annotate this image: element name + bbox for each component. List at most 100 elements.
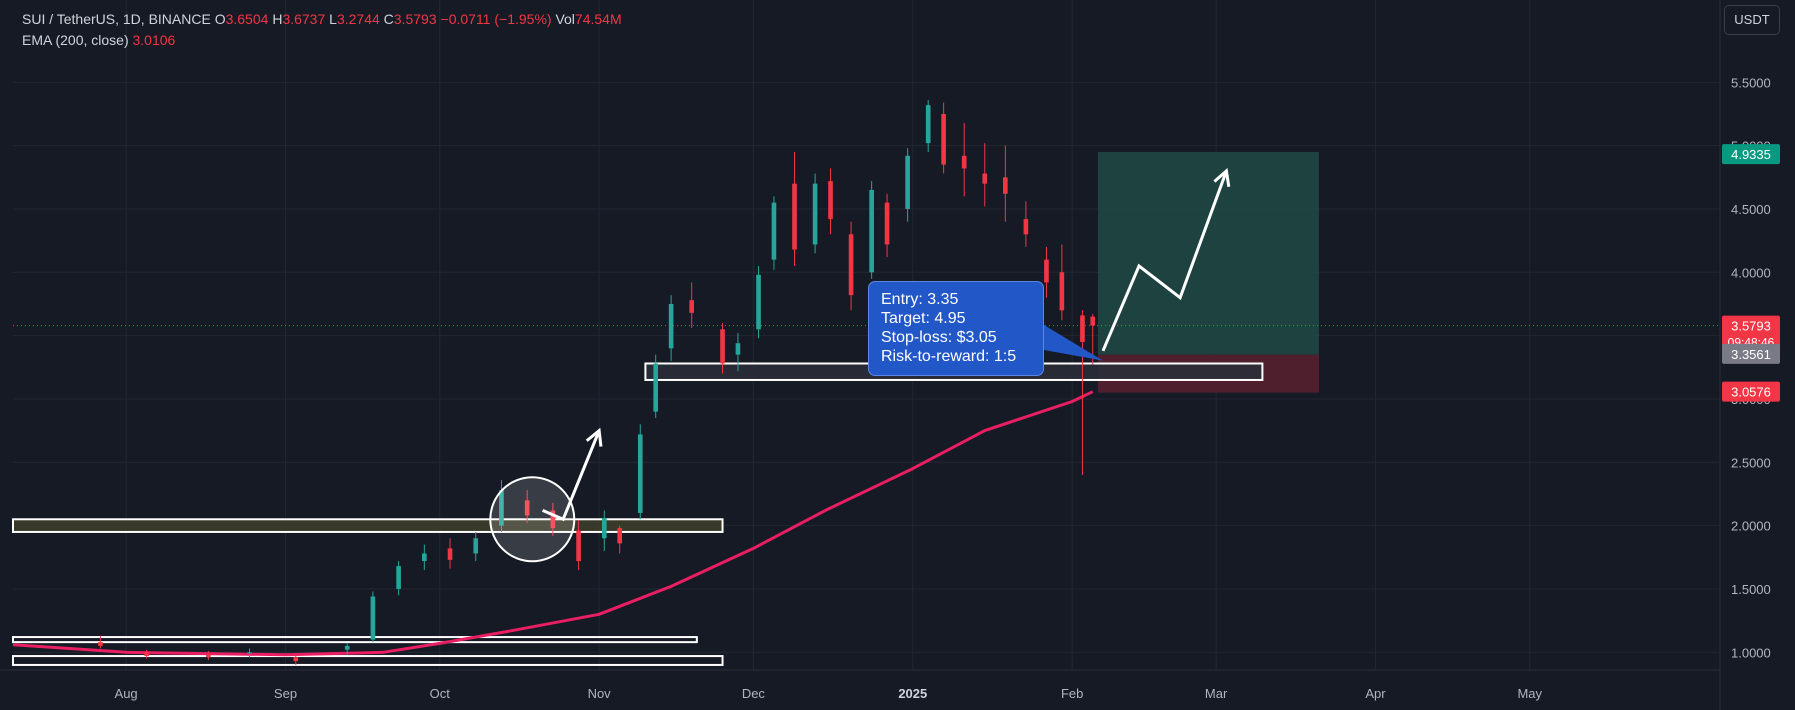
y-tick-label: 2.0000 xyxy=(1731,519,1771,534)
x-tick-label: Nov xyxy=(588,686,612,701)
low-value: 3.2744 xyxy=(336,11,380,27)
y-tick-label: 4.5000 xyxy=(1731,202,1771,217)
candle-body xyxy=(550,510,556,529)
open-key: O xyxy=(214,11,226,27)
candle-body xyxy=(905,155,910,209)
candle-body xyxy=(524,500,530,516)
candle-body xyxy=(1044,259,1049,283)
candle-body xyxy=(247,652,252,654)
candle-body xyxy=(1059,272,1065,311)
candle-body xyxy=(1080,315,1085,342)
candle-body xyxy=(637,434,643,513)
ohlc-row: SUI / TetherUS, 1D, BINANCE O3.6504 H3.6… xyxy=(22,9,622,30)
high-key: H xyxy=(272,11,283,27)
arrow-head xyxy=(585,427,603,447)
ema-label[interactable]: EMA (200, close) xyxy=(22,32,129,48)
candle-body xyxy=(884,202,890,245)
candle-body xyxy=(98,642,103,646)
candle-body xyxy=(756,274,761,330)
x-tick-label: Apr xyxy=(1365,686,1386,701)
ema-value: 3.0106 xyxy=(132,32,176,48)
candle-body xyxy=(792,183,797,250)
volume-key: Vol xyxy=(555,11,575,27)
candle-body xyxy=(771,202,777,260)
trade-plan-callout[interactable]: Entry: 3.35 Target: 4.95 Stop-loss: $3.0… xyxy=(868,281,1044,376)
candle-body xyxy=(144,652,149,657)
candle-body xyxy=(293,657,299,662)
x-tick-label: Mar xyxy=(1205,686,1228,701)
candle-body xyxy=(447,548,453,560)
entry-text: Entry: 3.35 xyxy=(881,291,959,308)
last-price-badge xyxy=(1722,315,1780,352)
stop-loss-text: Stop-loss: $3.05 xyxy=(881,329,997,346)
candle-body xyxy=(653,363,659,412)
callout-pointer xyxy=(1044,325,1103,361)
support-zone xyxy=(12,636,698,644)
candle-body xyxy=(206,654,211,658)
change-value: −0.0711 (−1.95%) xyxy=(440,11,552,27)
x-tick-label: May xyxy=(1517,686,1542,701)
target-price-badge xyxy=(1722,144,1780,165)
candle-body xyxy=(720,329,725,364)
candle-body xyxy=(576,530,581,562)
candle-body xyxy=(689,300,695,313)
candle-body xyxy=(1090,316,1096,326)
candle-body xyxy=(396,566,401,589)
candle-body xyxy=(473,538,479,554)
candle-body xyxy=(1023,219,1029,235)
candle-body xyxy=(668,303,674,349)
chart-legend: SUI / TetherUS, 1D, BINANCE O3.6504 H3.6… xyxy=(22,9,622,51)
candle-body xyxy=(982,173,988,184)
candle-body xyxy=(925,105,931,144)
candle-body xyxy=(370,596,376,640)
x-tick-label: Feb xyxy=(1061,686,1083,701)
stop-price-badge-label: 3.0576 xyxy=(1731,385,1771,400)
candle-body xyxy=(869,189,874,273)
support-zone xyxy=(12,655,724,666)
candle-body xyxy=(601,518,607,539)
x-tick-label: Aug xyxy=(115,686,138,701)
open-value: 3.6504 xyxy=(225,11,269,27)
y-tick-label: 1.5000 xyxy=(1731,582,1771,597)
candle-body xyxy=(848,234,854,296)
ema-row: EMA (200, close) 3.0106 xyxy=(22,30,622,51)
candle-body xyxy=(812,183,818,245)
target-zone xyxy=(1097,151,1319,355)
y-tick-label: 1.0000 xyxy=(1731,645,1771,660)
risk-reward-text: Risk-to-reward: 1:5 xyxy=(881,348,1017,365)
currency-button[interactable]: USDT xyxy=(1724,5,1780,35)
y-tick-label: 4.0000 xyxy=(1731,265,1771,280)
target-price-badge-label: 4.9335 xyxy=(1731,147,1771,162)
entry-price-badge-label: 3.3561 xyxy=(1731,347,1771,362)
candle-body xyxy=(344,645,350,650)
ema-200-line xyxy=(12,390,1094,657)
target-text: Target: 4.95 xyxy=(881,310,966,327)
x-tick-label: Oct xyxy=(430,686,451,701)
volume-value: 74.54M xyxy=(574,11,622,27)
close-key: C xyxy=(383,11,394,27)
symbol-label[interactable]: SUI / TetherUS, 1D, BINANCE xyxy=(22,11,211,27)
support-zone xyxy=(12,518,724,533)
candle-body xyxy=(422,553,427,562)
candle-body xyxy=(941,113,946,165)
high-value: 3.6737 xyxy=(282,11,326,27)
entry-price-badge xyxy=(1722,343,1780,364)
stop-price-badge xyxy=(1722,381,1780,402)
x-tick-label: Dec xyxy=(742,686,766,701)
arrow-head xyxy=(1213,168,1231,188)
candle-body xyxy=(828,181,833,220)
highlight-circle xyxy=(489,476,576,563)
x-tick-label: Sep xyxy=(274,686,297,701)
x-tick-label: 2025 xyxy=(898,686,927,701)
candle-body xyxy=(499,490,504,526)
candle-body xyxy=(961,155,967,169)
y-tick-label: 2.5000 xyxy=(1731,455,1771,470)
candle-body xyxy=(617,528,623,544)
low-key: L xyxy=(329,11,337,27)
last-price-label: 3.5793 xyxy=(1731,319,1771,334)
candle-body xyxy=(1003,177,1008,194)
y-tick-label: 5.5000 xyxy=(1731,75,1771,90)
candle-body xyxy=(735,343,741,355)
